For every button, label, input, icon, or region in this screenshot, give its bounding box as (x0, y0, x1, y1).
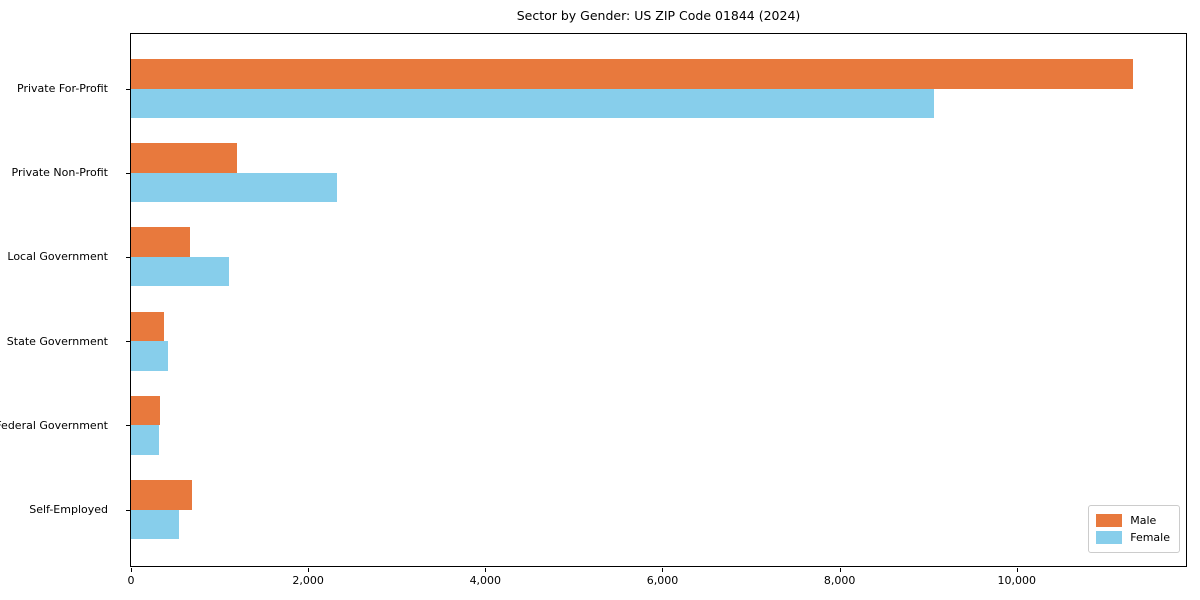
y-label-self-employed: Self-Employed (29, 503, 108, 516)
legend-entry-female: Female (1096, 529, 1170, 546)
y-label-private-for-profit: Private For-Profit (17, 82, 108, 95)
plot-area: Private For-Profit Private Non-Profit Loca… (0, 33, 1187, 587)
legend-entries: Male Female (1096, 512, 1170, 546)
x-tick-label-8000: 8,000 (823, 574, 856, 587)
x-tick-label-6000: 6,000 (646, 574, 679, 587)
x-tick-8000 (839, 568, 841, 572)
y-tick-private-non-profit (126, 172, 130, 174)
x-tick-label-0: 0 (127, 574, 135, 587)
legend-label-female: Female (1130, 531, 1170, 544)
y-label-state-government: State Government (6, 334, 108, 348)
y-label-federal-government: Federal Government (0, 418, 108, 432)
bar-male-state-government (131, 311, 164, 342)
x-tick-label-4000: 4,000 (469, 574, 502, 587)
y-label-private-non-profit: Private Non-Profit (11, 166, 108, 180)
bar-male-local-government (131, 227, 190, 257)
x-tick-10000 (1016, 568, 1018, 572)
x-tick-4000 (485, 568, 487, 572)
bar-female-self-employed (131, 509, 179, 539)
y-tick-private-for-profit (126, 88, 130, 90)
bar-female-federal-government (131, 425, 159, 455)
legend-swatch-female (1096, 531, 1123, 544)
x-tick-2000 (308, 568, 310, 572)
y-tick-self-employed (126, 509, 130, 511)
y-tick-state-government (126, 341, 130, 343)
legend-label-male: Male (1130, 514, 1157, 527)
bar-female-private-non-profit (131, 172, 337, 203)
x-tick-label-2000: 2,000 (292, 574, 324, 587)
x-tick-label-10000: 10,000 (997, 574, 1037, 587)
bar-female-state-government (131, 341, 169, 371)
bar-female-private-for-profit (131, 88, 935, 118)
legend: Male Female (1088, 505, 1180, 553)
chart-title: Sector by Gender: US ZIP Code 01844 (202… (516, 8, 801, 23)
x-tick-0 (131, 568, 132, 572)
bar-male-private-non-profit (131, 143, 237, 173)
y-tick-federal-government (126, 425, 130, 427)
x-tick-6000 (662, 568, 664, 572)
bar-female-local-government (131, 256, 229, 287)
bar-male-federal-government (131, 395, 161, 426)
legend-swatch-male (1096, 514, 1123, 527)
y-label-local-government: Local Government (7, 250, 108, 264)
bar-male-self-employed (131, 480, 192, 510)
legend-entry-male: Male (1096, 512, 1170, 529)
bar-male-private-for-profit (131, 59, 1133, 89)
y-tick-local-government (126, 256, 130, 258)
